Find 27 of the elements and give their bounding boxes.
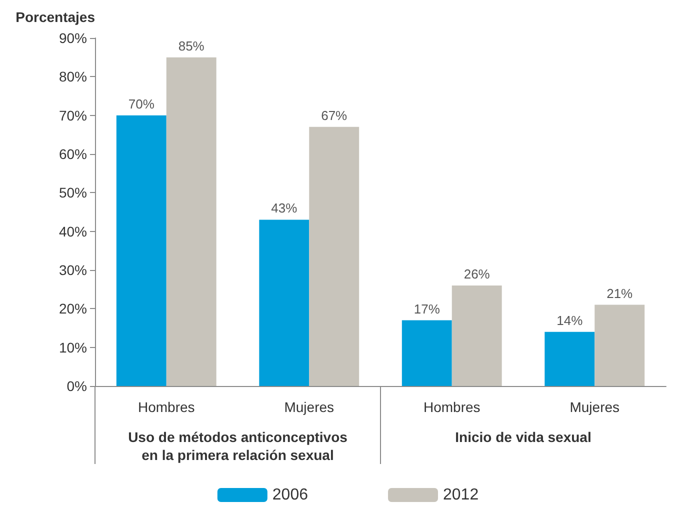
- data-label: 43%: [271, 200, 298, 216]
- x-tick-label: Mujeres: [284, 399, 334, 415]
- data-label: 17%: [414, 301, 440, 316]
- data-label: 26%: [464, 266, 490, 282]
- data-label: 21%: [606, 286, 634, 301]
- y-tick-label: 80%: [58, 68, 87, 85]
- legend-label: 2006: [272, 486, 308, 504]
- y-axis-title: Porcentajes: [16, 9, 96, 25]
- data-label: 85%: [178, 38, 205, 54]
- x-tick-label: Hombres: [423, 399, 480, 415]
- text: Inicio de vida sexual: [455, 429, 592, 445]
- legend-label: 2012: [443, 486, 479, 504]
- data-label: 70%: [128, 96, 155, 112]
- x-tick-label: Hombres: [138, 399, 195, 415]
- data-label: 14%: [556, 312, 584, 328]
- y-tick-label: 50%: [58, 184, 87, 201]
- y-tick-label: 60%: [58, 146, 87, 162]
- y-tick-label: 70%: [58, 107, 87, 124]
- y-tick-label: 20%: [58, 300, 87, 317]
- y-tick-label: 10%: [58, 339, 87, 356]
- y-tick-label: 30%: [58, 262, 87, 278]
- y-tick-label: 0%: [66, 378, 87, 394]
- x-tick-label: Mujeres: [570, 399, 620, 415]
- text: Uso de métodos anticonceptivos en la primera relación sexual: [128, 429, 348, 463]
- y-tick-label: 40%: [58, 223, 87, 240]
- data-label: 67%: [321, 108, 348, 123]
- y-tick-label: 90%: [58, 30, 87, 46]
